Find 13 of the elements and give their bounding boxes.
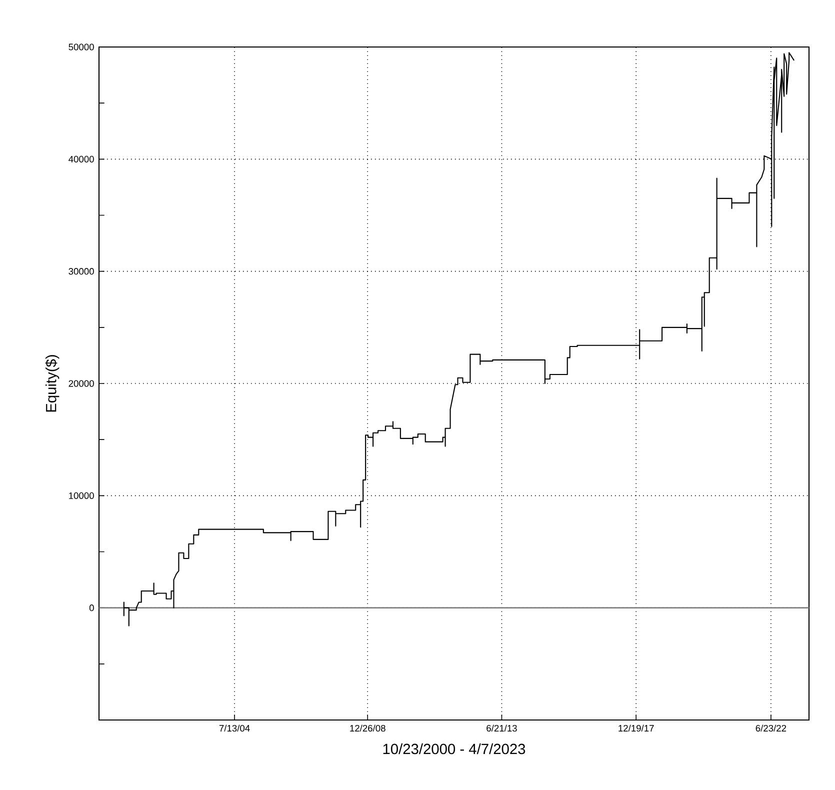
y-tick-label: 40000 (68, 156, 94, 162)
y-tick-label: 20000 (68, 380, 94, 387)
y-axis-title: Equity($) (45, 355, 60, 412)
x-tick-label: 12/19/17 (618, 724, 654, 732)
x-tick-label: 6/23/22 (756, 724, 786, 732)
y-tick-label: 50000 (68, 44, 94, 50)
y-tick-label: 0 (89, 604, 94, 612)
x-axis-title: 10/23/2000 - 4/7/2023 (383, 743, 526, 754)
x-tick-label: 6/21/13 (486, 724, 517, 732)
x-tick-label: 12/26/08 (350, 724, 386, 732)
x-tick-label: 7/13/04 (219, 724, 250, 732)
y-tick-label: 30000 (68, 268, 94, 275)
y-tick-label: 10000 (69, 492, 94, 499)
